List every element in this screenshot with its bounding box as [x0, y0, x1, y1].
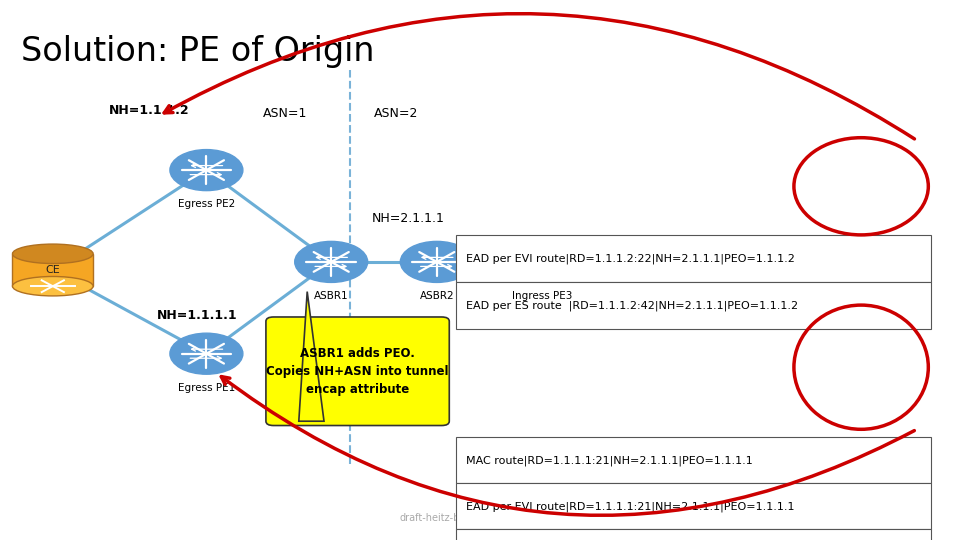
Text: NH=1.1.1.1: NH=1.1.1.1 — [156, 309, 237, 322]
Text: NH=2.1.1.1: NH=2.1.1.1 — [372, 212, 444, 225]
Text: EAD per EVI route|RD=1.1.1.2:22|NH=2.1.1.1|PEO=1.1.1.2: EAD per EVI route|RD=1.1.1.2:22|NH=2.1.1… — [466, 253, 795, 264]
Bar — [456, 529, 931, 540]
Text: 8: 8 — [919, 510, 926, 523]
FancyBboxPatch shape — [266, 317, 449, 426]
Text: draft-heitz-bess-evpn-optionb-00: draft-heitz-bess-evpn-optionb-00 — [399, 512, 561, 523]
Ellipse shape — [12, 276, 93, 296]
Circle shape — [506, 241, 579, 282]
Circle shape — [295, 241, 368, 282]
Text: NH=1.1.1.2: NH=1.1.1.2 — [108, 104, 189, 117]
Text: ASN=1: ASN=1 — [263, 107, 307, 120]
Circle shape — [170, 150, 243, 191]
Circle shape — [400, 241, 473, 282]
FancyArrowPatch shape — [164, 14, 915, 139]
Text: Solution: PE of Origin: Solution: PE of Origin — [21, 35, 374, 68]
Text: ASBR1 adds PEO.
Copies NH+ASN into tunnel
encap attribute: ASBR1 adds PEO. Copies NH+ASN into tunne… — [266, 347, 449, 396]
FancyArrowPatch shape — [222, 376, 914, 515]
Text: Ingress PE3: Ingress PE3 — [513, 291, 572, 301]
Text: Egress PE1: Egress PE1 — [178, 383, 235, 393]
Circle shape — [170, 333, 243, 374]
Text: EAD per EVI route|RD=1.1.1.1:21|NH=2.1.1.1|PEO=1.1.1.1: EAD per EVI route|RD=1.1.1.1:21|NH=2.1.1… — [466, 501, 794, 511]
Text: CE: CE — [45, 265, 60, 275]
Bar — [456, 235, 931, 282]
Text: ASN=2: ASN=2 — [374, 107, 419, 120]
Text: ASBR1: ASBR1 — [314, 291, 348, 301]
Text: ASBR2: ASBR2 — [420, 291, 454, 301]
Bar — [456, 437, 931, 483]
Polygon shape — [299, 292, 324, 421]
Bar — [456, 282, 931, 329]
Text: EAD per ES route  |RD=1.1.1.2:42|NH=2.1.1.1|PEO=1.1.1.2: EAD per ES route |RD=1.1.1.2:42|NH=2.1.1… — [466, 301, 798, 311]
FancyBboxPatch shape — [12, 254, 93, 286]
Text: Egress PE2: Egress PE2 — [178, 199, 235, 210]
Bar — [456, 483, 931, 529]
Ellipse shape — [12, 244, 93, 264]
Text: MAC route|RD=1.1.1.1:21|NH=2.1.1.1|PEO=1.1.1.1: MAC route|RD=1.1.1.1:21|NH=2.1.1.1|PEO=1… — [466, 455, 753, 465]
